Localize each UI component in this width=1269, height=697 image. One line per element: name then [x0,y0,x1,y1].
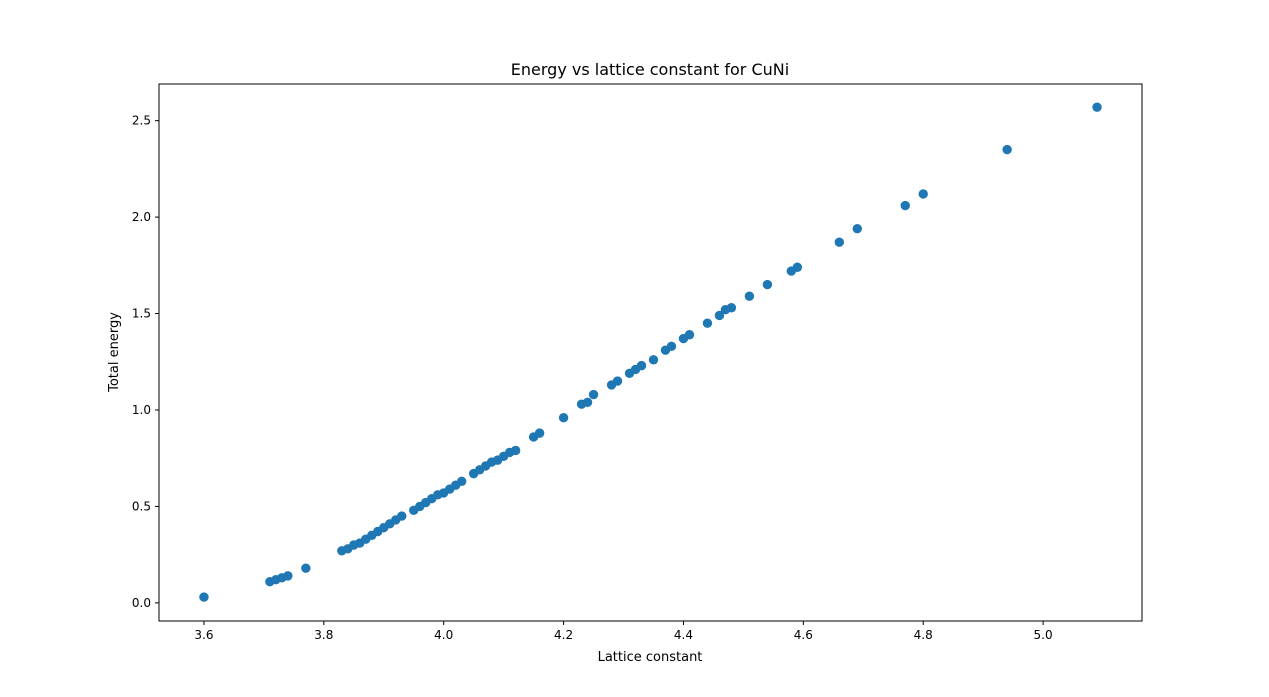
x-tick-label: 3.8 [314,628,333,642]
x-tick-label: 4.0 [434,628,453,642]
x-tick-label: 4.4 [674,628,693,642]
x-tick-label: 5.0 [1034,628,1053,642]
y-tick-label: 0.5 [132,499,151,513]
data-point [648,355,659,365]
y-tick-label: 2.0 [132,210,151,224]
data-point [684,330,695,340]
data-point [1092,102,1102,112]
x-tick-label: 3.6 [194,628,213,642]
data-point [792,262,803,272]
y-tick-label: 2.5 [132,114,151,128]
y-tick-label: 1.5 [132,307,151,321]
plot-area [158,83,1143,622]
data-point [762,279,773,290]
x-axis-label: Lattice constant [598,650,703,665]
y-axis-label: Total energy [107,312,122,393]
x-tick-label: 4.6 [794,628,813,642]
data-point [301,563,311,573]
data-point [612,376,623,386]
chart-title: Energy vs lattice constant for CuNi [511,60,789,79]
data-point [456,476,467,487]
plot-frame [158,83,1143,622]
data-point [582,397,593,407]
x-tick-label: 4.8 [914,628,933,642]
data-point [199,592,209,602]
y-axis: 0.0 0.5 1.0 1.5 2.0 2.5 [132,114,159,610]
x-tick-label: 4.2 [554,628,573,642]
data-point [702,318,713,328]
data-point [852,223,862,234]
x-axis: 3.6 3.8 4.0 4.2 4.4 4.6 4.8 5.0 [194,621,1053,642]
data-point [744,291,755,301]
data-point [1002,144,1012,155]
data-point [714,310,725,321]
data-point [918,189,928,199]
data-point [726,303,737,313]
data-point [834,237,845,247]
data-point [534,428,545,438]
data-point [510,445,521,456]
y-tick-label: 0.0 [132,596,151,610]
data-point [636,360,647,371]
data-point [666,341,677,352]
y-tick-label: 1.0 [132,403,151,417]
data-points [199,102,1102,602]
data-point [397,511,407,521]
data-point [900,200,910,211]
data-point [588,389,599,400]
data-point [558,412,569,423]
data-point [283,571,293,581]
